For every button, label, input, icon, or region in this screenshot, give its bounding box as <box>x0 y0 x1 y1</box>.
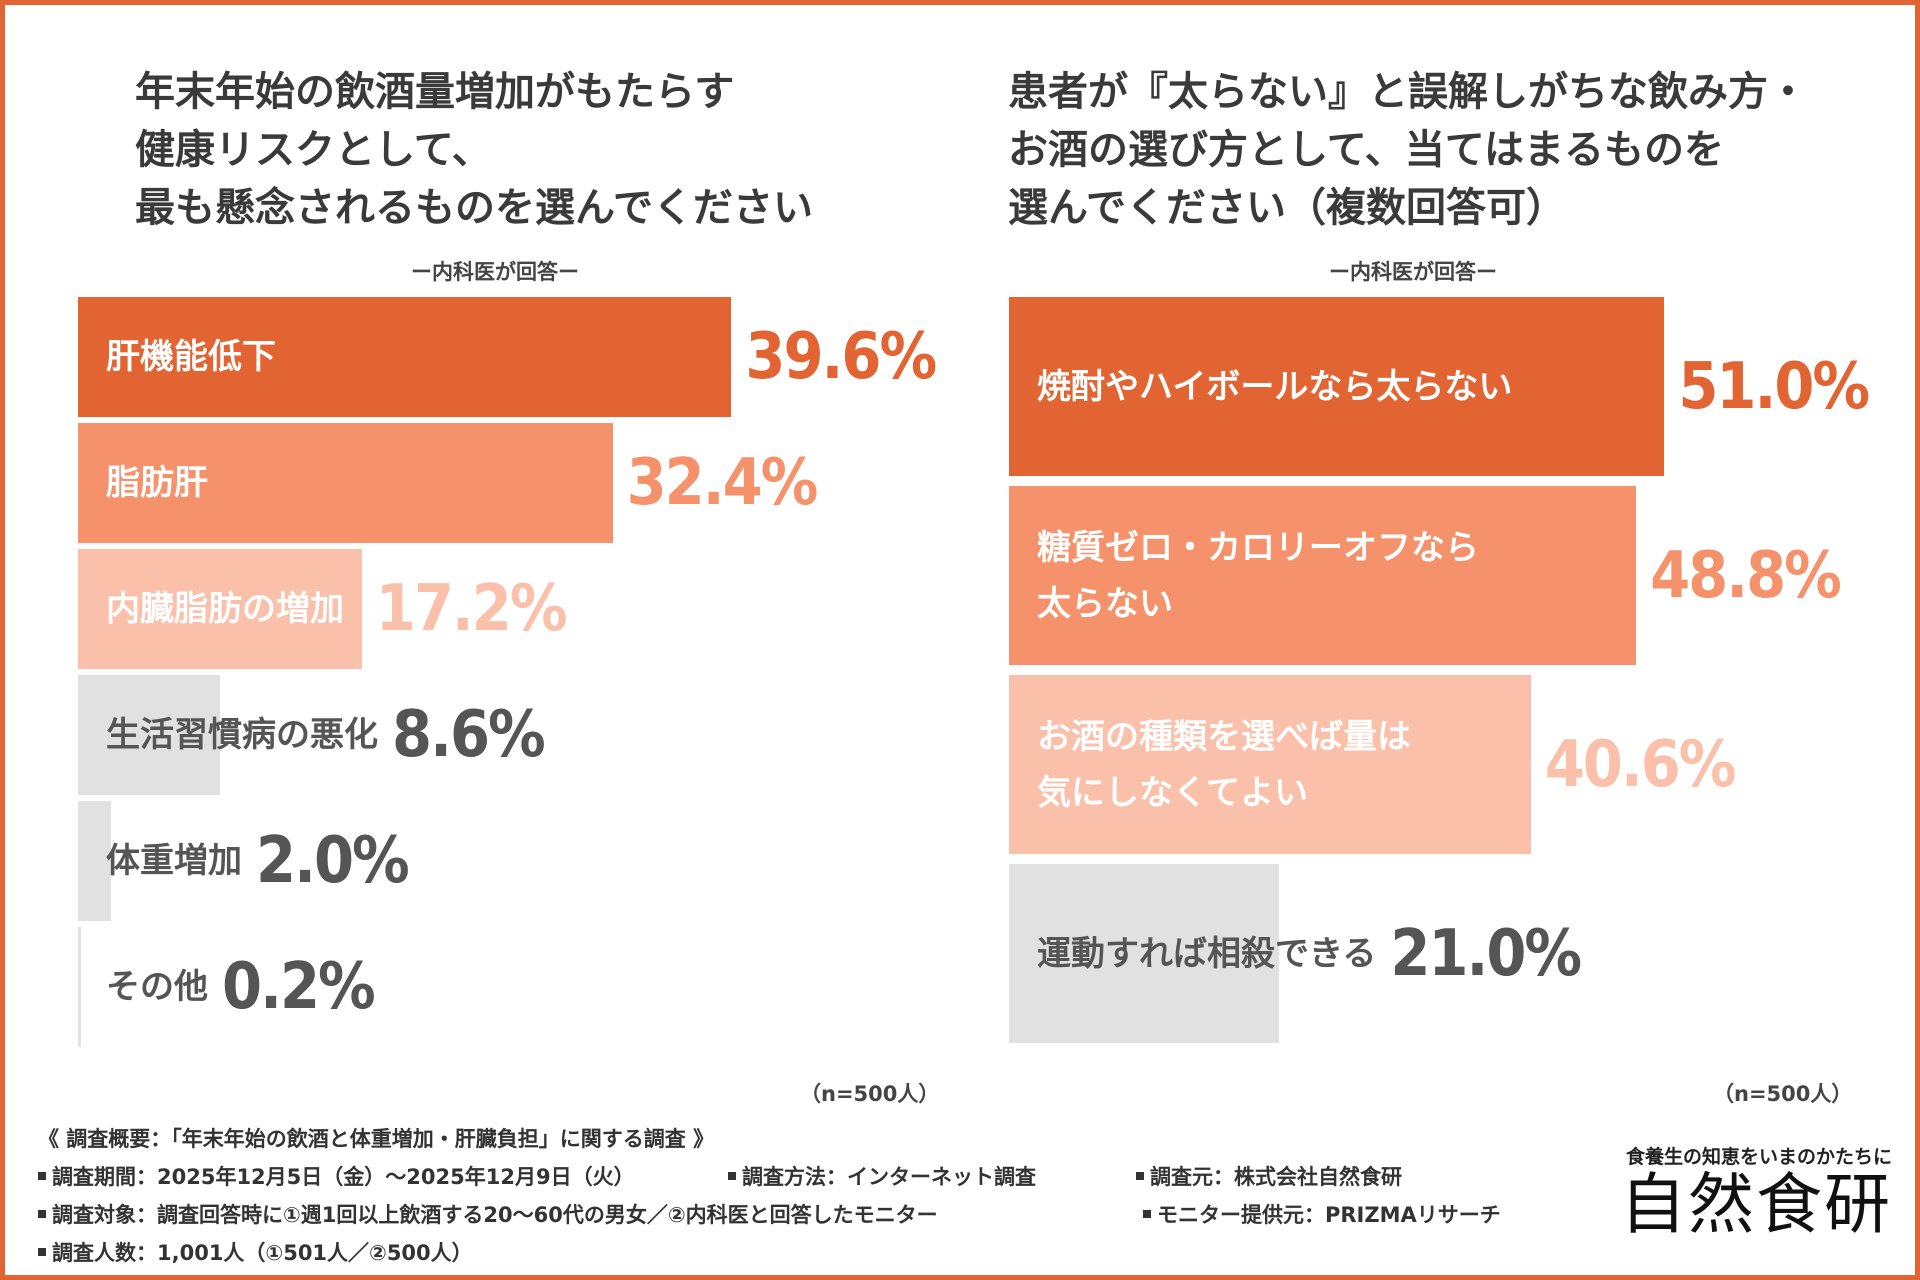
left-bar-label-6: その他 <box>106 959 208 1015</box>
left-bar-5 <box>78 801 111 921</box>
bullet-icon <box>1143 1210 1151 1218</box>
right-bar-value-1: 51.0% <box>1678 349 1870 424</box>
left-bar-value-1: 39.6% <box>745 320 937 394</box>
summary-target: 調査対象：調査回答時に①週1回以上飲酒する20〜60代の男女／②内科医と回答した… <box>38 1196 938 1234</box>
left-bar-value-2: 32.4% <box>626 446 819 520</box>
right-bar-value-4: 21.0% <box>1390 916 1582 991</box>
summary-count: 調査人数：1,001人（①501人／②500人） <box>38 1234 473 1272</box>
left-bar-label-6-line-1: その他 <box>106 967 208 1007</box>
left-title-line-2: 健康リスクとして、 <box>135 127 492 173</box>
right-chart-subtitle: ー内科医が回答ー <box>1329 260 1497 284</box>
left-bar-label-2-line-1: 脂肪肝 <box>106 463 208 503</box>
left-bar-label-1-line-1: 肝機能低下 <box>106 337 276 377</box>
right-bar-label-4: 運動すれば相殺できる <box>1037 926 1376 982</box>
bullet-icon <box>38 1248 46 1256</box>
right-bar-4 <box>1009 864 1279 1043</box>
summary-heading: 《 調査概要：「年末年始の飲酒と体重増加・肝臓負担」に関する調査 》 <box>38 1127 715 1151</box>
right-chart-title: 患者が『太らない』と誤解しがちな飲み方・ お酒の選び方として、当てはまるものを … <box>1008 63 1808 237</box>
summary-provider: モニター提供元：PRIZMAリサーチ <box>1143 1196 1501 1234</box>
left-bar-label-1: 肝機能低下 <box>106 329 276 385</box>
left-bar-6 <box>78 927 82 1047</box>
left-bar-label-4: 生活習慣病の悪化 <box>106 707 378 763</box>
summary-provider-text: モニター提供元：PRIZMAリサーチ <box>1157 1203 1501 1227</box>
right-sample-size: （n=500人） <box>1713 1082 1853 1106</box>
left-bar-4 <box>78 675 220 795</box>
right-title-line-2: お酒の選び方として、当てはまるものを <box>1008 127 1724 173</box>
left-bar-label-3: 内臓脂肪の増加 <box>106 581 344 637</box>
bullet-icon <box>38 1210 46 1218</box>
summary-source-text: 調査元：株式会社自然食研 <box>1150 1165 1402 1189</box>
left-title-line-1: 年末年始の飲酒量増加がもたらす <box>135 69 735 115</box>
left-bar-value-5: 2.0% <box>256 824 410 898</box>
summary-method-text: 調査方法：インターネット調査 <box>742 1165 1036 1189</box>
brand-tagline: 食養生の知恵をいまのかたちに <box>1625 1146 1892 1168</box>
left-sample-size: （n=500人） <box>800 1082 940 1106</box>
left-bar-label-5-line-1: 体重増加 <box>106 841 242 881</box>
right-bar-label-4-line-1: 運動すれば相殺できる <box>1037 933 1377 974</box>
right-bar-chart: 焼酎やハイボールなら太らない 51.0% 糖質ゼロ・カロリーオフなら 太らない 48.8… <box>1009 297 1889 1053</box>
summary-source: 調査元：株式会社自然食研 <box>1136 1158 1402 1196</box>
right-bar-label-1: 焼酎やハイボールなら太らない <box>1037 359 1512 415</box>
summary-method: 調査方法：インターネット調査 <box>728 1158 1036 1196</box>
right-title-line-3: 選んでください（複数回答可） <box>1008 185 1566 231</box>
left-bar-3 <box>78 549 362 669</box>
right-bar-2 <box>1009 486 1637 665</box>
summary-period-text: 調査期間：2025年12月5日（金）〜2025年12月9日（火） <box>52 1165 635 1189</box>
left-bar-label-5: 体重増加 <box>106 833 242 889</box>
right-bar-label-2-line-2: 太らない <box>1037 583 1173 624</box>
left-bar-label-4-line-1: 生活習慣病の悪化 <box>106 715 378 755</box>
left-bar-value-3: 17.2% <box>375 572 568 646</box>
bullet-icon <box>1136 1172 1144 1180</box>
summary-period: 調査期間：2025年12月5日（金）〜2025年12月9日（火） <box>38 1158 635 1196</box>
left-bar-1 <box>78 297 732 417</box>
left-bar-2 <box>78 423 613 543</box>
left-chart-subtitle: ー内科医が回答ー <box>411 260 579 284</box>
left-title-line-3: 最も懸念されるものを選んでください <box>135 185 813 231</box>
left-bar-value-4: 8.6% <box>392 698 546 772</box>
right-bar-label-3-line-1: お酒の種類を選べば量は <box>1037 716 1411 757</box>
brand-logo: 自然食研 <box>1620 1166 1892 1243</box>
left-bar-label-3-line-1: 内臓脂肪の増加 <box>106 589 344 629</box>
right-bar-1 <box>1009 297 1665 476</box>
summary-target-text: 調査対象：調査回答時に①週1回以上飲酒する20〜60代の男女／②内科医と回答した… <box>52 1203 938 1227</box>
bullet-icon <box>728 1172 736 1180</box>
right-bar-value-3: 40.6% <box>1544 727 1737 802</box>
left-chart-title: 年末年始の飲酒量増加がもたらす 健康リスクとして、 最も懸念されるものを選んでく… <box>135 63 813 237</box>
right-bar-label-2-line-1: 糖質ゼロ・カロリーオフなら <box>1037 527 1479 568</box>
right-bar-label-1-line-1: 焼酎やハイボールなら太らない <box>1037 366 1513 407</box>
right-bar-label-3: お酒の種類を選べば量は 気にしなくてよい <box>1037 709 1411 821</box>
brand: 食養生の知恵をいまのかたちに 自然食研 <box>1620 1142 1892 1242</box>
right-title-line-1: 患者が『太らない』と誤解しがちな飲み方・ <box>1008 69 1808 115</box>
right-bar-3 <box>1009 675 1531 854</box>
left-bar-label-2: 脂肪肝 <box>106 455 208 511</box>
right-bar-label-3-line-2: 気にしなくてよい <box>1037 772 1308 813</box>
left-bar-value-6: 0.2% <box>222 950 376 1024</box>
summary-count-text: 調査人数：1,001人（①501人／②500人） <box>52 1241 473 1265</box>
bullet-icon <box>38 1172 46 1180</box>
right-bar-label-2: 糖質ゼロ・カロリーオフなら 太らない <box>1037 520 1479 632</box>
right-bar-value-2: 48.8% <box>1650 538 1842 613</box>
left-bar-chart: 肝機能低下 39.6% 脂肪肝 32.4% 内臓脂肪の増加 17.2% 生活習慣病の悪化 8.… <box>78 297 958 1053</box>
